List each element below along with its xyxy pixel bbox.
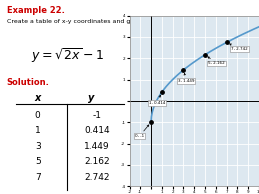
Text: 1, 0.414: 1, 0.414 [149, 95, 165, 105]
Text: 1.449: 1.449 [84, 142, 110, 151]
Text: Example 22.: Example 22. [7, 6, 64, 15]
Text: Solution.: Solution. [7, 78, 50, 87]
Point [203, 53, 207, 56]
Point [181, 68, 185, 72]
Text: 0, -1: 0, -1 [135, 125, 149, 138]
Text: y: y [88, 93, 95, 103]
Text: 3: 3 [35, 142, 41, 151]
Text: 5: 5 [35, 157, 41, 166]
Text: 5, 2.162: 5, 2.162 [208, 57, 225, 65]
Text: 1: 1 [35, 126, 41, 135]
Text: -1: -1 [92, 111, 102, 120]
Text: 3, 1.449: 3, 1.449 [178, 73, 195, 83]
Text: 7, 2.742: 7, 2.742 [230, 44, 248, 51]
Text: 7: 7 [35, 173, 41, 182]
Text: Create a table of x-y coordinates and graph the function.: Create a table of x-y coordinates and gr… [7, 19, 187, 24]
Text: 2.742: 2.742 [84, 173, 110, 182]
Text: 2.162: 2.162 [84, 157, 110, 166]
Point [160, 90, 164, 94]
Text: $y = \sqrt{2x} - 1$: $y = \sqrt{2x} - 1$ [31, 47, 104, 65]
Text: x: x [35, 93, 41, 103]
Point [149, 121, 153, 124]
Text: 0: 0 [35, 111, 41, 120]
Text: 0.414: 0.414 [84, 126, 110, 135]
Point [225, 41, 229, 44]
